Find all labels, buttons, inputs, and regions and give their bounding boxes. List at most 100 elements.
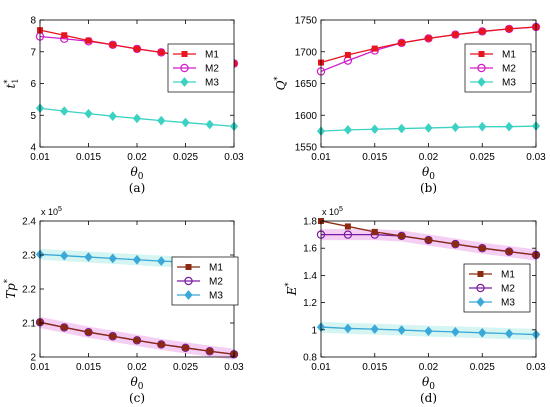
data-point-4 <box>134 45 140 52</box>
data-point-3 <box>108 111 117 122</box>
data-point-3 <box>108 253 117 264</box>
chart-panel-d: 0.01 0.015 0.02 0.025 0.03 0.8 1 1.2 1.4 1.6 1.8 x … <box>284 206 546 405</box>
series-M3 <box>35 103 239 132</box>
legend: M1 M2 M3 <box>464 43 532 93</box>
y-axis-label-sub: 1 <box>11 79 20 84</box>
axis-exponent-power: 5 <box>339 206 343 213</box>
y-tick-label: 1600 <box>295 111 318 122</box>
x-axis-label-sub: 0 <box>138 382 144 392</box>
data-point-legend <box>477 271 484 277</box>
legend-entry-M3: M3 <box>173 77 219 89</box>
data-point-7 <box>205 119 214 130</box>
data-point-5 <box>158 341 165 348</box>
data-point-7 <box>504 328 514 339</box>
y-tick-label: 2.1 <box>22 319 36 330</box>
legend-label: M3 <box>502 78 516 89</box>
y-axis-label-sup: * <box>3 279 12 283</box>
data-point-1 <box>344 223 351 230</box>
data-point-1 <box>343 125 353 135</box>
data-point-3 <box>397 123 406 134</box>
data-point-1 <box>344 51 351 58</box>
y-tick-label: 2 <box>30 353 36 364</box>
legend-entry-M2: M2 <box>469 284 515 295</box>
data-point-6 <box>478 327 487 338</box>
x-tick-label: 0.01 <box>30 152 50 163</box>
data-point-legend <box>185 264 192 270</box>
y-tick-label: 1650 <box>295 79 318 90</box>
y-tick-label: 1.2 <box>303 298 317 309</box>
data-point-legend <box>181 51 188 57</box>
x-tick-label: 0.015 <box>76 152 101 163</box>
y-tick-label: 4 <box>30 143 36 154</box>
y-tick-label: 1750 <box>295 16 318 27</box>
legend-label: M3 <box>501 298 515 309</box>
data-point-legend <box>184 290 193 300</box>
y-axis-label: Tp* <box>3 279 18 299</box>
data-point-2 <box>84 108 93 119</box>
x-tick-label: 0.025 <box>470 362 495 373</box>
data-point-6 <box>182 344 189 351</box>
legend-entry-M1: M1 <box>470 50 516 61</box>
data-point-1 <box>61 32 68 39</box>
data-point-4 <box>424 326 433 336</box>
axis-exponent: x 105 <box>322 206 343 217</box>
data-point-legend <box>180 77 189 87</box>
x-tick-label: 0.025 <box>470 152 495 163</box>
y-axis-label-sup: * <box>284 283 293 287</box>
y-tick-label: 5 <box>30 111 36 122</box>
data-point-2 <box>85 329 92 336</box>
y-tick-label: 2.4 <box>22 217 36 228</box>
legend-entry-M3: M3 <box>469 297 515 309</box>
data-point-4 <box>132 254 142 265</box>
data-point-7 <box>504 121 514 132</box>
data-point-1 <box>60 250 69 261</box>
series-M1 <box>37 319 237 358</box>
data-point-4 <box>425 237 432 244</box>
data-point-legend <box>478 51 485 57</box>
data-point-7 <box>506 25 513 32</box>
y-tick-label: 1.8 <box>303 217 317 228</box>
data-point-2 <box>371 45 378 52</box>
data-point-legend <box>184 276 193 286</box>
data-point-5 <box>158 49 165 56</box>
data-point-4 <box>134 337 140 344</box>
series-M3 <box>316 322 541 340</box>
x-tick-label: 0.02 <box>127 152 147 163</box>
data-point-4 <box>424 123 433 133</box>
axis-exponent-power: 5 <box>58 206 62 213</box>
data-point-3 <box>109 333 116 340</box>
panel-caption: (b) <box>420 181 437 195</box>
y-tick-label: 1550 <box>295 143 318 154</box>
data-point-legend <box>477 77 486 87</box>
legend-label: M2 <box>205 64 219 75</box>
x-axis-label-sub: 0 <box>429 172 435 182</box>
x-tick-label: 0.01 <box>311 152 331 163</box>
x-tick-label: 0.03 <box>526 362 546 373</box>
y-axis-label: E* <box>284 283 299 297</box>
chart-panel-c: 0.01 0.015 0.02 0.025 0.03 2 2.1 2.2 2.3 2.4 x 105… <box>3 206 244 405</box>
data-point-1 <box>60 106 69 116</box>
legend-entry-M1: M1 <box>173 50 219 61</box>
x-tick-label: 0.02 <box>419 362 439 373</box>
x-axis-label-sub: 0 <box>429 382 435 392</box>
legend-label: M3 <box>205 78 219 89</box>
y-tick-label: 7 <box>30 47 36 58</box>
panel-caption: (d) <box>420 391 437 405</box>
x-axis-label: θ0 <box>422 165 435 182</box>
data-point-2 <box>370 124 379 135</box>
data-point-2 <box>85 37 92 44</box>
data-point-1 <box>60 323 69 332</box>
data-point-6 <box>479 245 486 252</box>
chart-panel-b: 0.01 0.015 0.02 0.025 0.03 1550 1600 1650 1700 17… <box>273 16 546 196</box>
legend-label: M2 <box>209 277 223 288</box>
data-point-6 <box>479 28 486 35</box>
data-point-3 <box>398 232 405 239</box>
data-point-legend <box>476 283 485 293</box>
y-tick-label: 1700 <box>295 47 318 58</box>
axis-exponent: x 105 <box>41 206 62 217</box>
data-point-7 <box>506 248 513 255</box>
data-point-2 <box>84 252 93 262</box>
x-tick-label: 0.01 <box>30 362 50 373</box>
y-axis-label-sup: * <box>273 77 282 81</box>
